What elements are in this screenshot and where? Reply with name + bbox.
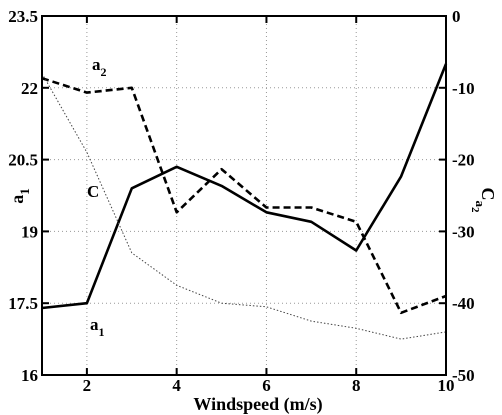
series-layer [41, 63, 448, 340]
y-right-tick-label: -40 [452, 294, 475, 313]
y-left-tick-label: 17.5 [8, 294, 38, 313]
y-right-tick-label: -20 [452, 151, 475, 170]
x-tick-label: 2 [83, 376, 92, 395]
y-right-tick-label: -10 [452, 79, 475, 98]
x-tick-label: 6 [262, 376, 271, 395]
y-right-tick-label: -30 [452, 222, 475, 241]
series-line-a1 [41, 63, 448, 310]
y-left-tick-label: 23.5 [8, 7, 38, 26]
y-left-tick-label: 19 [21, 222, 38, 241]
plot-frame [41, 15, 447, 376]
series-label-a1: a1 [90, 315, 105, 339]
series-line-a2 [41, 76, 447, 315]
x-axis-title: Windspeed (m/s) [193, 394, 322, 415]
y-left-tick-label: 22 [21, 79, 38, 98]
y-left-tick-label: 20.5 [8, 151, 38, 170]
y-axis-left-title: a1 [7, 188, 32, 204]
x-tick-label: 8 [352, 376, 361, 395]
y-left-tick-label: 16 [21, 366, 38, 385]
x-tick-label: 10 [438, 376, 455, 395]
y-right-tick-label: -50 [452, 366, 475, 385]
y-axis-right-title: Ca2 [469, 188, 498, 214]
grid [42, 16, 446, 375]
axis-ticks: 2 4 6 8 10 16 17.5 19 20.5 22 23.5 -50 -40 -30 -20 -10 0 [8, 7, 474, 395]
x-tick-label: 4 [172, 376, 181, 395]
series-label-c: C [87, 182, 99, 201]
series-label-a2: a2 [92, 55, 107, 79]
y-right-tick-label: 0 [452, 7, 461, 26]
